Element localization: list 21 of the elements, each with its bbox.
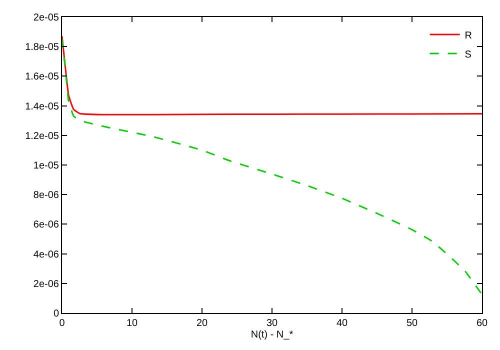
x-tick-label: 20: [196, 318, 208, 329]
x-tick-label: 10: [126, 318, 138, 329]
y-tick-label: 1.2e-05: [25, 130, 60, 142]
y-tick-label: 2e-05: [33, 12, 60, 24]
y-tick-label: 8e-06: [33, 190, 60, 202]
x-tick-label: 60: [476, 318, 488, 329]
x-tick-label: 30: [266, 318, 278, 329]
y-tick-label: 4e-06: [33, 249, 60, 260]
y-tick-label: 1.4e-05: [25, 101, 60, 112]
y-tick-label: 1.6e-05: [25, 72, 60, 83]
y-tick-label: 1e-05: [33, 160, 60, 172]
legend-label: S: [464, 49, 472, 60]
legend-label: R: [464, 30, 472, 42]
y-tick-label: 0: [53, 308, 60, 320]
y-tick-label: 6e-06: [33, 220, 60, 231]
x-tick-label: 40: [336, 318, 348, 329]
x-tick-label: 50: [406, 318, 418, 329]
line-series: [62, 38, 482, 296]
y-tick-label: 2e-06: [33, 278, 60, 290]
x-axis-title: N(t) - N_*: [250, 330, 294, 340]
y-tick-label: 1.8e-05: [25, 42, 60, 54]
